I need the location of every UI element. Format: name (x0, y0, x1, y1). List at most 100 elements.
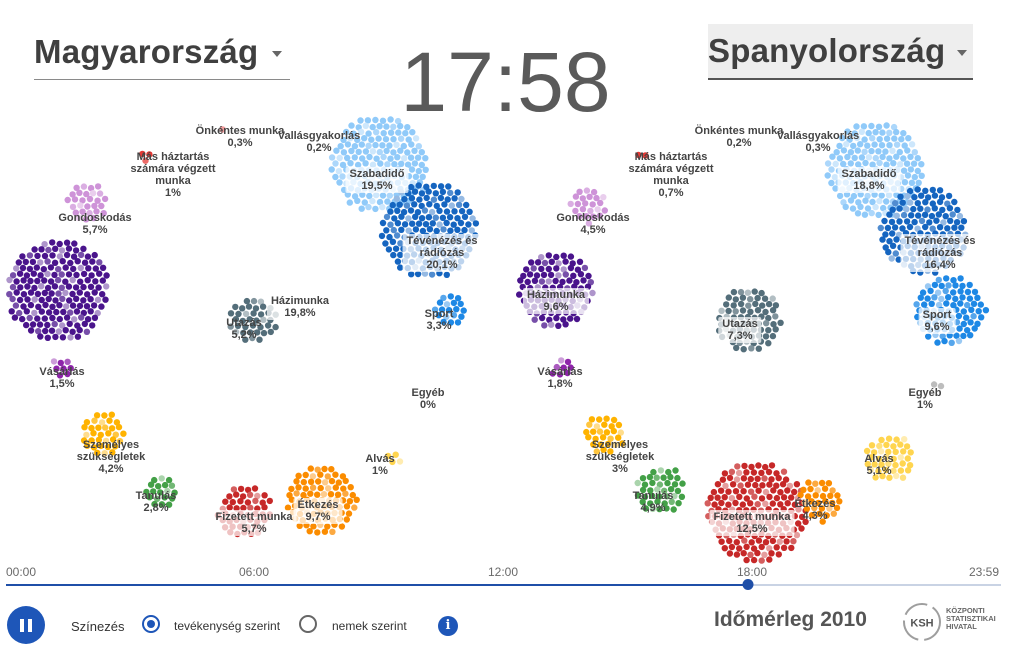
person-dot (400, 245, 407, 253)
person-dot (748, 345, 755, 352)
person-dot (815, 499, 822, 507)
timeline-track[interactable] (6, 584, 1001, 586)
person-dot (887, 167, 894, 174)
person-dot (741, 462, 748, 470)
person-dot (242, 323, 249, 331)
person-dot (347, 185, 355, 192)
person-dot (737, 300, 745, 308)
person-dot (665, 468, 672, 476)
person-dot (555, 322, 562, 329)
person-dot (76, 302, 84, 310)
person-dot (457, 300, 464, 308)
person-dot (829, 487, 836, 494)
person-dot (899, 199, 906, 206)
person-dot (919, 289, 927, 296)
info-icon[interactable]: i (438, 616, 458, 636)
person-dot (383, 213, 391, 221)
person-dot (585, 272, 592, 280)
person-dot (900, 249, 907, 256)
person-dot (20, 291, 28, 298)
person-dot (634, 492, 642, 499)
person-dot (55, 290, 62, 297)
person-dot (966, 281, 973, 289)
person-dot (103, 272, 110, 279)
person-dot (103, 283, 110, 290)
person-dot (379, 219, 387, 227)
radio-by-activity[interactable] (142, 615, 160, 633)
person-dot (102, 296, 109, 303)
person-dot (527, 296, 535, 303)
person-dot (642, 152, 649, 159)
person-dot (237, 485, 245, 493)
person-dot (903, 218, 911, 225)
person-dot (317, 509, 324, 516)
person-dot (548, 321, 555, 328)
pause-button[interactable] (7, 606, 45, 644)
timeline-slider-thumb[interactable] (742, 579, 754, 590)
person-dot (102, 437, 110, 445)
person-dot (60, 365, 67, 372)
person-dot (938, 295, 945, 303)
right-country-select[interactable]: Spanyolország (708, 24, 973, 80)
person-dot (895, 256, 902, 263)
person-dot (846, 173, 853, 181)
person-dot (910, 160, 918, 167)
left-country-select[interactable]: Magyarország (34, 24, 290, 80)
bubble-cluster-szemelyes (583, 415, 626, 455)
person-dot (441, 263, 448, 271)
person-dot (877, 224, 884, 232)
person-dot (931, 281, 939, 289)
person-dot (612, 441, 619, 449)
person-dot (343, 503, 351, 510)
person-dot (361, 172, 368, 180)
person-dot (62, 327, 69, 334)
radio-by-gender-label[interactable]: nemek szerint (332, 619, 407, 633)
person-dot (63, 239, 71, 246)
person-dot (351, 154, 358, 161)
person-dot (252, 305, 260, 312)
person-dot (88, 424, 95, 432)
person-dot (571, 283, 578, 290)
person-dot (389, 201, 396, 209)
person-dot (421, 270, 429, 277)
person-dot (596, 416, 603, 423)
person-dot (960, 218, 968, 225)
person-dot (419, 173, 426, 180)
person-dot (567, 303, 574, 311)
person-dot (588, 416, 596, 423)
person-dot (252, 497, 259, 505)
person-dot (843, 191, 851, 198)
radio-by-activity-label[interactable]: tevékenység szerint (174, 619, 281, 633)
person-dot (245, 303, 253, 310)
radio-by-gender[interactable] (299, 615, 317, 633)
person-dot (85, 265, 92, 272)
person-dot (883, 186, 890, 193)
person-dot (881, 217, 888, 225)
person-dot (642, 505, 649, 512)
person-dot (776, 513, 783, 520)
person-dot (56, 240, 63, 248)
person-dot (893, 436, 900, 443)
person-dot (858, 128, 865, 135)
person-dot (950, 277, 957, 284)
person-dot (390, 251, 397, 259)
person-dot (555, 309, 562, 316)
person-dot (422, 155, 429, 162)
person-dot (775, 551, 782, 558)
person-dot (407, 246, 415, 253)
person-dot (411, 188, 419, 195)
person-dot (404, 161, 412, 168)
person-dot (310, 523, 317, 530)
person-dot (576, 188, 583, 195)
person-dot (977, 301, 984, 308)
person-dot (875, 185, 882, 192)
person-dot (237, 498, 244, 505)
person-dot (758, 531, 765, 538)
person-dot (910, 205, 917, 213)
person-dot (872, 129, 879, 136)
person-dot (765, 340, 772, 347)
person-dot (560, 302, 567, 309)
person-dot (718, 333, 726, 341)
person-dot (254, 329, 261, 336)
person-dot (120, 430, 127, 437)
